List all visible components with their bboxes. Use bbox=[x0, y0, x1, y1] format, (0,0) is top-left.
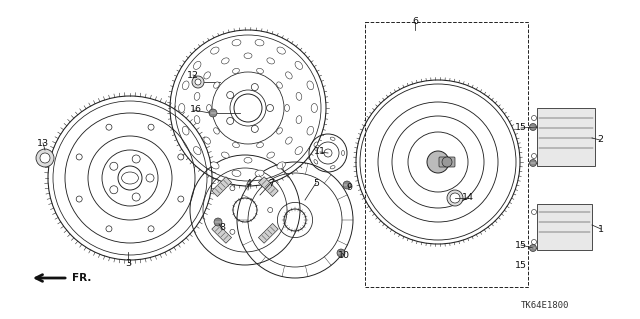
Circle shape bbox=[529, 244, 536, 251]
Text: 15: 15 bbox=[515, 123, 527, 132]
Ellipse shape bbox=[214, 128, 220, 134]
Ellipse shape bbox=[314, 160, 318, 164]
Bar bbox=[537, 108, 595, 166]
Text: 6: 6 bbox=[412, 18, 418, 26]
Circle shape bbox=[529, 123, 536, 130]
Circle shape bbox=[447, 190, 463, 206]
Ellipse shape bbox=[285, 137, 292, 144]
Ellipse shape bbox=[285, 72, 292, 79]
Ellipse shape bbox=[257, 143, 264, 148]
Ellipse shape bbox=[276, 128, 282, 134]
Ellipse shape bbox=[267, 152, 275, 158]
Text: 1: 1 bbox=[598, 225, 604, 234]
Ellipse shape bbox=[204, 137, 211, 144]
Ellipse shape bbox=[295, 147, 303, 155]
Ellipse shape bbox=[232, 143, 239, 148]
Ellipse shape bbox=[232, 68, 239, 73]
Ellipse shape bbox=[221, 58, 229, 64]
Ellipse shape bbox=[296, 93, 302, 100]
Circle shape bbox=[214, 218, 222, 226]
Ellipse shape bbox=[182, 126, 189, 135]
Text: 14: 14 bbox=[462, 194, 474, 203]
Bar bbox=[212, 177, 232, 197]
Circle shape bbox=[209, 109, 217, 117]
Bar bbox=[212, 223, 232, 243]
Ellipse shape bbox=[211, 162, 219, 169]
Ellipse shape bbox=[307, 126, 314, 135]
Ellipse shape bbox=[330, 137, 335, 140]
Ellipse shape bbox=[267, 58, 275, 64]
Ellipse shape bbox=[232, 40, 241, 46]
Circle shape bbox=[529, 160, 536, 167]
Ellipse shape bbox=[244, 158, 252, 163]
Ellipse shape bbox=[194, 93, 200, 100]
Bar bbox=[259, 177, 278, 197]
Ellipse shape bbox=[255, 40, 264, 46]
Circle shape bbox=[343, 181, 351, 189]
Ellipse shape bbox=[211, 47, 219, 54]
Text: TK64E1800: TK64E1800 bbox=[521, 300, 569, 309]
Text: 4: 4 bbox=[246, 180, 252, 189]
Ellipse shape bbox=[207, 105, 211, 112]
Bar bbox=[537, 204, 592, 250]
Ellipse shape bbox=[314, 142, 318, 146]
Ellipse shape bbox=[182, 81, 189, 90]
Ellipse shape bbox=[277, 47, 285, 54]
Ellipse shape bbox=[214, 82, 220, 88]
Ellipse shape bbox=[330, 166, 335, 169]
Ellipse shape bbox=[193, 61, 201, 69]
Circle shape bbox=[450, 193, 460, 203]
Bar bbox=[259, 223, 278, 243]
Circle shape bbox=[192, 76, 204, 88]
Circle shape bbox=[442, 157, 452, 167]
Ellipse shape bbox=[296, 116, 302, 123]
Bar bbox=[365, 22, 528, 287]
Ellipse shape bbox=[285, 105, 289, 112]
Text: 11: 11 bbox=[314, 147, 326, 157]
Ellipse shape bbox=[257, 68, 264, 73]
Text: 3: 3 bbox=[125, 259, 131, 269]
Text: 2: 2 bbox=[597, 136, 603, 145]
Ellipse shape bbox=[221, 152, 229, 158]
Ellipse shape bbox=[204, 72, 211, 79]
Text: 15: 15 bbox=[515, 241, 527, 249]
Text: FR.: FR. bbox=[72, 273, 92, 283]
Text: 15: 15 bbox=[515, 261, 527, 270]
Ellipse shape bbox=[307, 81, 314, 90]
Ellipse shape bbox=[276, 82, 282, 88]
Text: 10: 10 bbox=[338, 250, 350, 259]
Text: 8: 8 bbox=[219, 224, 225, 233]
FancyBboxPatch shape bbox=[439, 157, 455, 167]
Text: 5: 5 bbox=[313, 180, 319, 189]
Ellipse shape bbox=[295, 61, 303, 69]
Ellipse shape bbox=[193, 147, 201, 155]
Circle shape bbox=[40, 153, 50, 163]
Text: 13: 13 bbox=[37, 138, 49, 147]
Circle shape bbox=[337, 249, 345, 257]
Ellipse shape bbox=[194, 116, 200, 123]
Circle shape bbox=[195, 79, 201, 85]
Text: 16: 16 bbox=[190, 106, 202, 115]
Ellipse shape bbox=[244, 53, 252, 59]
Text: 7: 7 bbox=[268, 179, 274, 188]
Text: 12: 12 bbox=[187, 70, 199, 79]
Ellipse shape bbox=[179, 103, 185, 113]
Circle shape bbox=[427, 151, 449, 173]
Circle shape bbox=[36, 149, 54, 167]
Ellipse shape bbox=[342, 151, 344, 155]
Ellipse shape bbox=[311, 103, 317, 113]
Ellipse shape bbox=[232, 170, 241, 176]
Text: 9: 9 bbox=[346, 183, 352, 192]
Ellipse shape bbox=[277, 162, 285, 169]
Ellipse shape bbox=[255, 170, 264, 176]
